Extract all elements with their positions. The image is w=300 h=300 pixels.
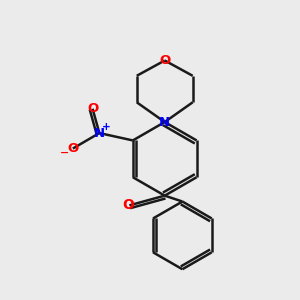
Text: O: O <box>67 142 79 155</box>
Text: N: N <box>159 116 170 128</box>
Text: −: − <box>60 148 69 158</box>
Text: O: O <box>87 102 98 115</box>
Text: N: N <box>94 127 105 140</box>
Text: O: O <box>159 54 170 67</box>
Text: +: + <box>101 122 110 132</box>
Text: O: O <box>122 198 134 212</box>
